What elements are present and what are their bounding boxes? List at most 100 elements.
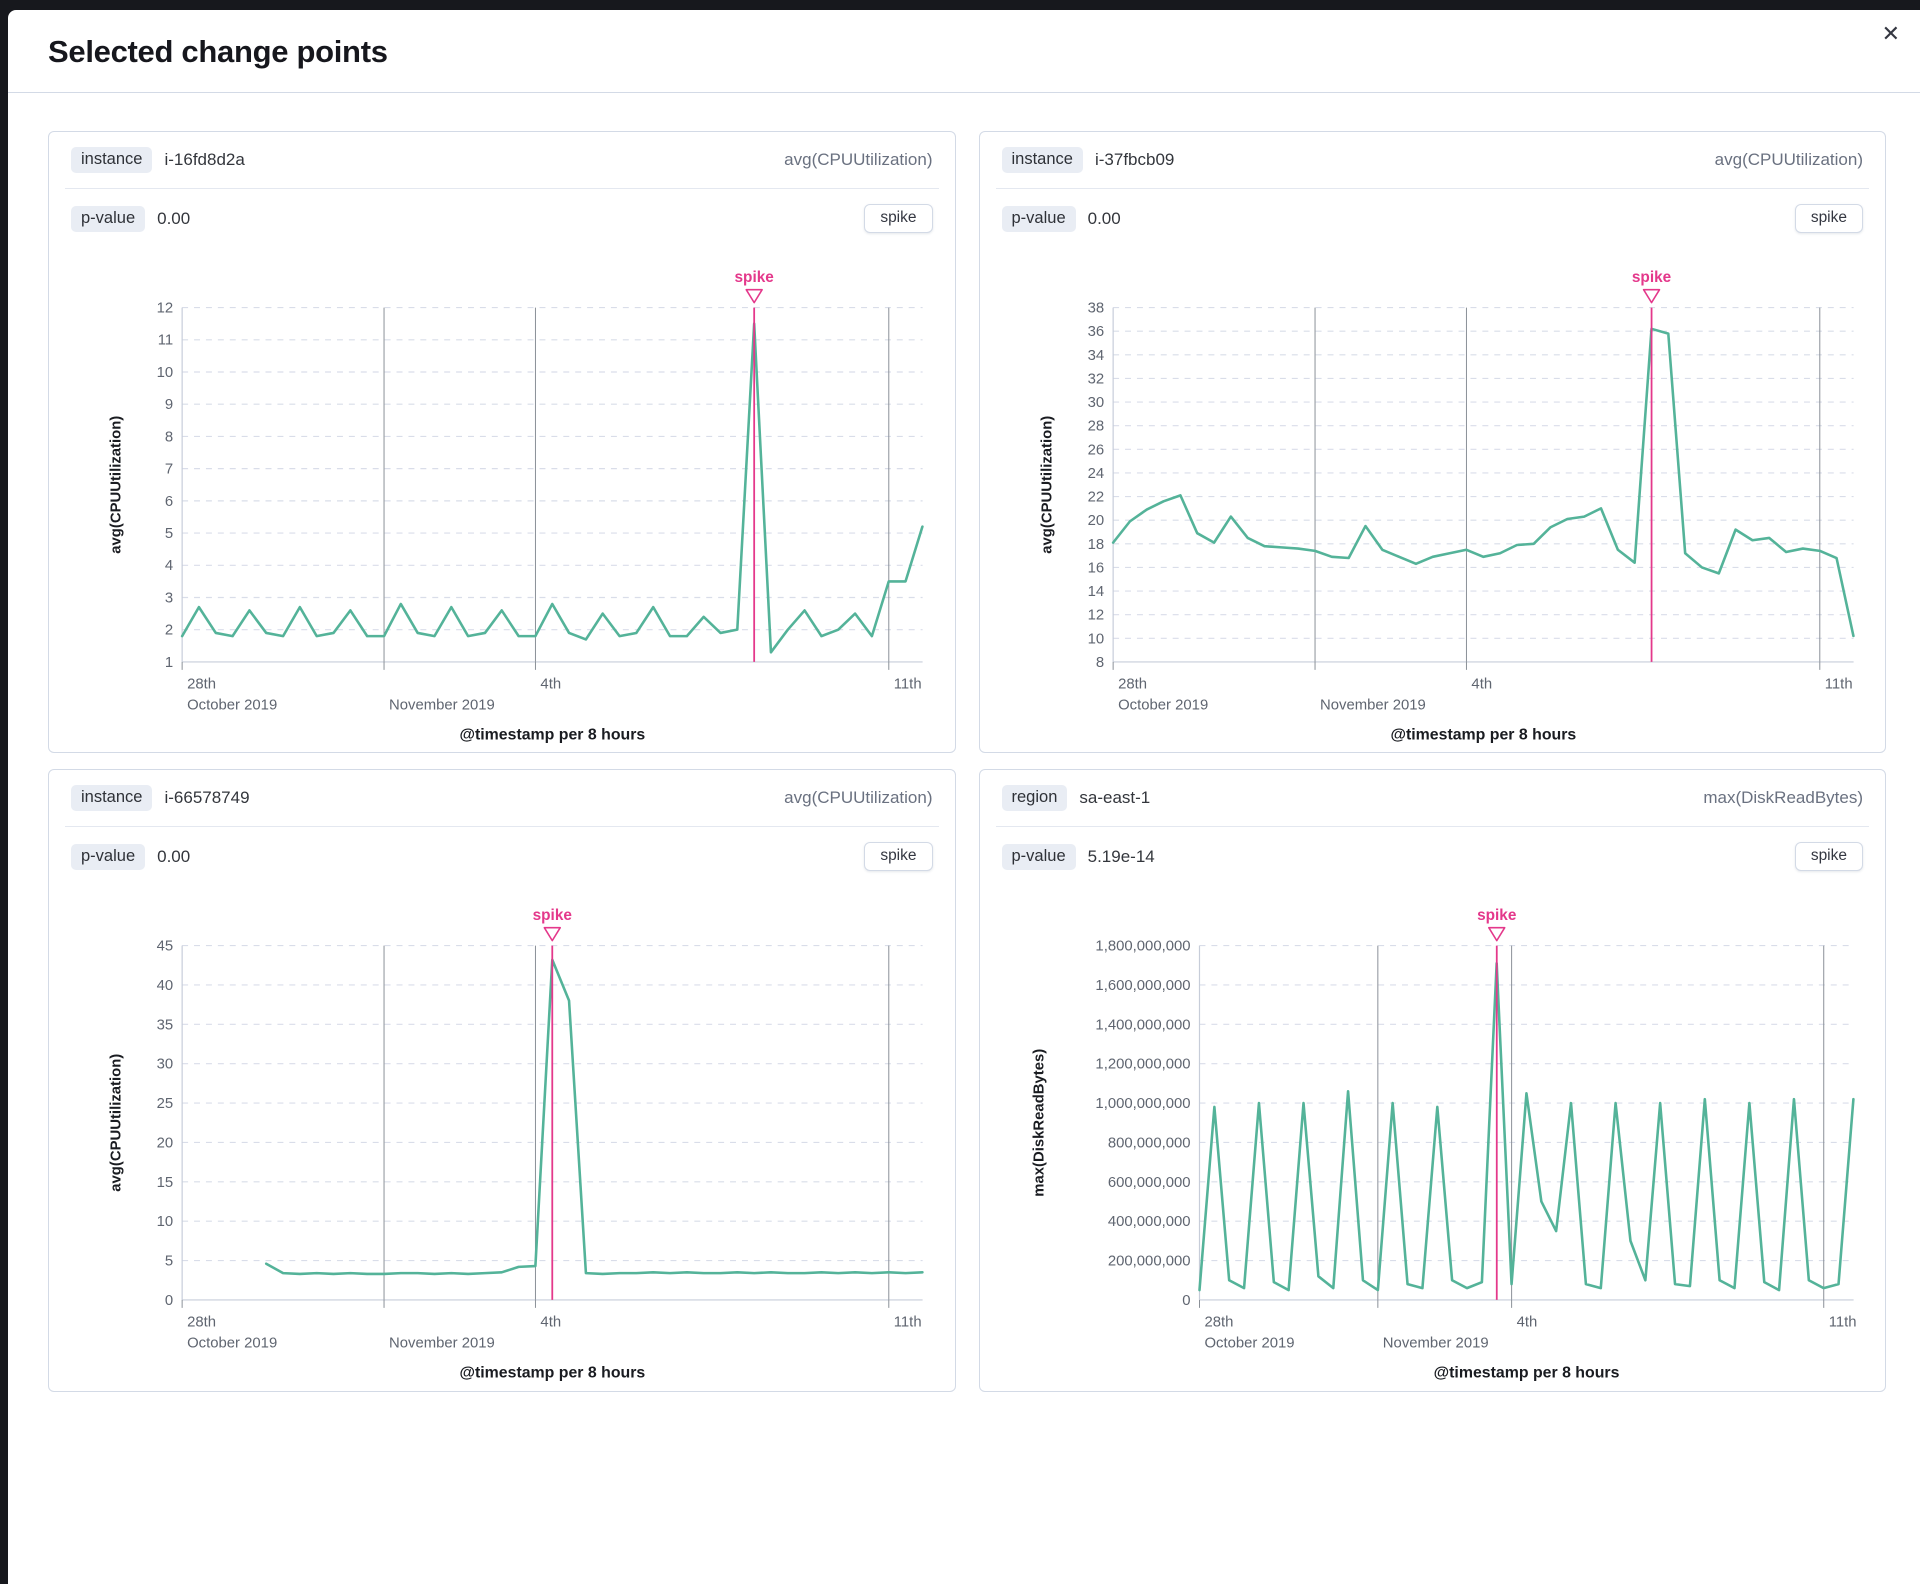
- svg-text:0: 0: [165, 1293, 173, 1309]
- svg-text:@timestamp per 8 hours: @timestamp per 8 hours: [459, 726, 645, 743]
- svg-text:24: 24: [1087, 466, 1104, 482]
- svg-text:34: 34: [1087, 348, 1104, 364]
- svg-text:600,000,000: 600,000,000: [1107, 1175, 1190, 1191]
- svg-text:14: 14: [1087, 584, 1104, 600]
- modal-title: Selected change points: [48, 34, 388, 69]
- svg-text:October 2019: October 2019: [187, 698, 277, 714]
- change-point-card: instance i-66578749 avg(CPUUtilization) …: [48, 769, 956, 1392]
- svg-text:0: 0: [1182, 1293, 1190, 1309]
- svg-text:200,000,000: 200,000,000: [1107, 1254, 1190, 1270]
- svg-text:5: 5: [165, 526, 173, 542]
- entity-value: i-16fd8d2a: [164, 150, 245, 169]
- svg-text:4th: 4th: [1471, 677, 1492, 693]
- card-header-row: instance i-66578749 avg(CPUUtilization): [65, 770, 939, 828]
- card-subheader-row: p-value 0.00 spike: [65, 189, 939, 248]
- svg-text:10: 10: [1087, 631, 1104, 647]
- card-header-row: region sa-east-1 max(DiskReadBytes): [995, 770, 1869, 828]
- svg-text:spike: spike: [1477, 907, 1517, 924]
- svg-text:36: 36: [1087, 324, 1104, 340]
- svg-text:28th: 28th: [1118, 677, 1147, 693]
- svg-text:45: 45: [157, 939, 174, 955]
- spike-type-button[interactable]: spike: [1794, 204, 1863, 233]
- svg-text:11th: 11th: [894, 1315, 922, 1331]
- svg-text:1,800,000,000: 1,800,000,000: [1095, 939, 1190, 955]
- svg-text:28th: 28th: [1204, 1315, 1233, 1331]
- svg-text:40: 40: [157, 978, 174, 994]
- svg-text:5: 5: [165, 1254, 173, 1270]
- svg-text:October 2019: October 2019: [1204, 1336, 1294, 1352]
- svg-text:22: 22: [1087, 490, 1104, 506]
- svg-text:3: 3: [165, 590, 173, 606]
- svg-text:400,000,000: 400,000,000: [1107, 1214, 1190, 1230]
- svg-text:avg(CPUUtilization): avg(CPUUtilization): [1039, 416, 1055, 554]
- card-subheader-row: p-value 0.00 spike: [996, 189, 1870, 248]
- svg-text:28th: 28th: [187, 677, 216, 693]
- svg-text:November 2019: November 2019: [1319, 698, 1425, 714]
- modal-header: Selected change points ✕: [8, 10, 1920, 93]
- entity-value: i-66578749: [164, 788, 250, 808]
- svg-text:avg(CPUUtilization): avg(CPUUtilization): [109, 416, 125, 554]
- svg-text:November 2019: November 2019: [389, 698, 495, 714]
- field-badge: instance: [71, 785, 153, 812]
- svg-text:1,200,000,000: 1,200,000,000: [1095, 1057, 1190, 1073]
- spike-type-button[interactable]: spike: [864, 842, 933, 872]
- svg-text:32: 32: [1087, 371, 1104, 387]
- svg-text:12: 12: [1087, 608, 1104, 624]
- svg-text:avg(CPUUtilization): avg(CPUUtilization): [109, 1054, 125, 1192]
- svg-text:@timestamp per 8 hours: @timestamp per 8 hours: [1390, 726, 1576, 743]
- svg-text:4th: 4th: [540, 1315, 561, 1331]
- change-point-card: instance i-16fd8d2a avg(CPUUtilization) …: [48, 131, 956, 754]
- field-badge: instance: [1001, 147, 1083, 173]
- svg-text:20: 20: [157, 1136, 174, 1152]
- svg-text:18: 18: [1087, 537, 1104, 553]
- spike-type-button[interactable]: spike: [1794, 842, 1863, 872]
- svg-text:10: 10: [157, 365, 174, 381]
- svg-text:15: 15: [157, 1175, 174, 1191]
- p-value: 0.00: [157, 846, 191, 866]
- p-value-badge: p-value: [71, 843, 146, 870]
- close-icon[interactable]: ✕: [1876, 18, 1906, 52]
- svg-text:6: 6: [165, 494, 173, 510]
- field-badge: instance: [71, 147, 153, 173]
- metric-label: avg(CPUUtilization): [1714, 150, 1863, 169]
- svg-text:1: 1: [165, 655, 173, 671]
- card-header-row: instance i-16fd8d2a avg(CPUUtilization): [65, 132, 939, 189]
- cards-grid: instance i-16fd8d2a avg(CPUUtilization) …: [8, 93, 1920, 1392]
- svg-text:November 2019: November 2019: [389, 1336, 495, 1352]
- metric-label: max(DiskReadBytes): [1703, 788, 1863, 808]
- entity-value: sa-east-1: [1079, 788, 1151, 808]
- svg-text:@timestamp per 8 hours: @timestamp per 8 hours: [1433, 1365, 1619, 1382]
- svg-text:October 2019: October 2019: [1118, 698, 1208, 714]
- svg-text:4: 4: [165, 558, 173, 574]
- svg-text:30: 30: [1087, 395, 1104, 411]
- svg-text:7: 7: [165, 462, 173, 478]
- p-value: 5.19e-14: [1087, 846, 1155, 866]
- svg-text:25: 25: [157, 1096, 174, 1112]
- svg-text:4th: 4th: [1516, 1315, 1537, 1331]
- change-point-chart[interactable]: 28th October 2019 November 2019 4th 11th 8 10 1…: [996, 250, 1870, 746]
- svg-text:1,600,000,000: 1,600,000,000: [1095, 978, 1190, 994]
- svg-text:10: 10: [157, 1214, 174, 1230]
- svg-text:2: 2: [165, 623, 173, 639]
- svg-text:20: 20: [1087, 513, 1104, 529]
- spike-type-button[interactable]: spike: [864, 204, 933, 233]
- svg-text:12: 12: [157, 301, 174, 317]
- card-subheader-row: p-value 0.00 spike: [65, 827, 939, 886]
- metric-label: avg(CPUUtilization): [784, 150, 933, 169]
- svg-text:spike: spike: [1631, 269, 1671, 286]
- svg-text:26: 26: [1087, 442, 1104, 458]
- svg-text:11: 11: [158, 333, 173, 349]
- change-point-chart[interactable]: 28th October 2019 November 2019 4th 11th 0 200…: [996, 888, 1870, 1384]
- change-point-chart[interactable]: 28th October 2019 November 2019 4th 11th 0 5 10…: [65, 888, 939, 1384]
- card-header-row: instance i-37fbcb09 avg(CPUUtilization): [995, 132, 1869, 189]
- p-value-badge: p-value: [1001, 843, 1076, 870]
- field-badge: region: [1001, 785, 1068, 812]
- svg-text:11th: 11th: [1828, 1315, 1856, 1331]
- p-value: 0.00: [157, 208, 191, 228]
- svg-text:@timestamp per 8 hours: @timestamp per 8 hours: [459, 1365, 645, 1382]
- svg-text:max(DiskReadBytes): max(DiskReadBytes): [1031, 1049, 1047, 1197]
- svg-text:spike: spike: [533, 907, 573, 924]
- card-subheader-row: p-value 5.19e-14 spike: [996, 827, 1870, 886]
- svg-text:November 2019: November 2019: [1382, 1336, 1488, 1352]
